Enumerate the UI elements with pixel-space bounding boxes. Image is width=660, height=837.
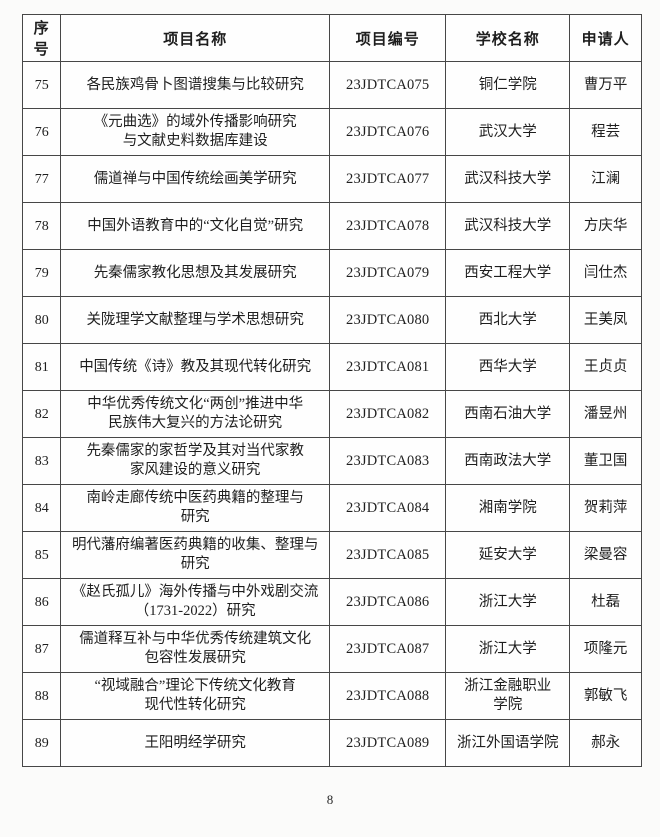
cell-applicant: 董卫国 bbox=[569, 437, 642, 485]
cell-school-name: 西华大学 bbox=[445, 343, 571, 391]
cell-applicant: 梁曼容 bbox=[569, 531, 642, 579]
table-row: 85 明代藩府编著医药典籍的收集、整理与 研究 23JDTCA085 延安大学 … bbox=[21, 531, 642, 579]
cell-school-name: 铜仁学院 bbox=[445, 61, 571, 109]
cell-project-code: 23JDTCA077 bbox=[329, 155, 447, 203]
cell-school-name: 武汉科技大学 bbox=[445, 155, 571, 203]
cell-serial: 84 bbox=[21, 484, 62, 532]
page-number: 8 bbox=[326, 792, 334, 807]
cell-school-name: 延安大学 bbox=[445, 531, 571, 579]
table-row: 79 先秦儒家教化思想及其发展研究 23JDTCA079 西安工程大学 闫仕杰 bbox=[21, 249, 642, 297]
header-project-code: 项目编号 bbox=[329, 14, 447, 62]
cell-project-name: 先秦儒家的家哲学及其对当代家教 家风建设的意义研究 bbox=[60, 437, 331, 485]
cell-school-name: 浙江大学 bbox=[445, 578, 571, 626]
cell-serial: 78 bbox=[21, 202, 62, 250]
cell-applicant: 潘昱州 bbox=[569, 390, 642, 438]
table-row: 84 南岭走廊传统中医药典籍的整理与 研究 23JDTCA084 湘南学院 贺莉… bbox=[21, 484, 642, 532]
table-row: 83 先秦儒家的家哲学及其对当代家教 家风建设的意义研究 23JDTCA083 … bbox=[21, 437, 642, 485]
cell-project-code: 23JDTCA078 bbox=[329, 202, 447, 250]
cell-school-name: 西北大学 bbox=[445, 296, 571, 344]
cell-project-name: 王阳明经学研究 bbox=[60, 719, 331, 767]
cell-serial: 77 bbox=[21, 155, 62, 203]
cell-applicant: 王贞贞 bbox=[569, 343, 642, 391]
cell-project-code: 23JDTCA086 bbox=[329, 578, 447, 626]
cell-school-name: 武汉大学 bbox=[445, 108, 571, 156]
cell-serial: 89 bbox=[21, 719, 62, 767]
cell-serial: 80 bbox=[21, 296, 62, 344]
cell-project-code: 23JDTCA081 bbox=[329, 343, 447, 391]
table-row: 82 中华优秀传统文化“两创”推进中华 民族伟大复兴的方法论研究 23JDTCA… bbox=[21, 390, 642, 438]
header-school-name: 学校名称 bbox=[445, 14, 571, 62]
cell-project-code: 23JDTCA083 bbox=[329, 437, 447, 485]
cell-applicant: 项隆元 bbox=[569, 625, 642, 673]
cell-school-name: 湘南学院 bbox=[445, 484, 571, 532]
cell-project-name: 中华优秀传统文化“两创”推进中华 民族伟大复兴的方法论研究 bbox=[60, 390, 331, 438]
cell-school-name: 西安工程大学 bbox=[445, 249, 571, 297]
cell-applicant: 程芸 bbox=[569, 108, 642, 156]
cell-school-name: 武汉科技大学 bbox=[445, 202, 571, 250]
cell-project-name: 关陇理学文献整理与学术思想研究 bbox=[60, 296, 331, 344]
cell-project-name: 各民族鸡骨卜图谱搜集与比较研究 bbox=[60, 61, 331, 109]
cell-applicant: 闫仕杰 bbox=[569, 249, 642, 297]
cell-serial: 85 bbox=[21, 531, 62, 579]
cell-project-name: 南岭走廊传统中医药典籍的整理与 研究 bbox=[60, 484, 331, 532]
table-row: 78 中国外语教育中的“文化自觉”研究 23JDTCA078 武汉科技大学 方庆… bbox=[21, 202, 642, 250]
header-serial: 序号 bbox=[21, 14, 62, 62]
cell-project-name: 先秦儒家教化思想及其发展研究 bbox=[60, 249, 331, 297]
projects-table: 序号 项目名称 项目编号 学校名称 申请人 75 各民族鸡骨卜图谱搜集与比较研究… bbox=[21, 14, 642, 767]
cell-applicant: 王美凤 bbox=[569, 296, 642, 344]
cell-school-name: 西南政法大学 bbox=[445, 437, 571, 485]
cell-project-code: 23JDTCA080 bbox=[329, 296, 447, 344]
table-row: 86 《赵氏孤儿》海外传播与中外戏剧交流 （1731-2022）研究 23JDT… bbox=[21, 578, 642, 626]
cell-applicant: 贺莉萍 bbox=[569, 484, 642, 532]
cell-school-name: 浙江大学 bbox=[445, 625, 571, 673]
cell-project-code: 23JDTCA075 bbox=[329, 61, 447, 109]
table-row: 89 王阳明经学研究 23JDTCA089 浙江外国语学院 郝永 bbox=[21, 719, 642, 767]
cell-applicant: 曹万平 bbox=[569, 61, 642, 109]
cell-project-code: 23JDTCA089 bbox=[329, 719, 447, 767]
cell-applicant: 方庆华 bbox=[569, 202, 642, 250]
cell-project-name: 《元曲选》的域外传播影响研究 与文献史料数据库建设 bbox=[60, 108, 331, 156]
cell-project-name: 儒道禅与中国传统绘画美学研究 bbox=[60, 155, 331, 203]
cell-serial: 88 bbox=[21, 672, 62, 720]
cell-project-name: 明代藩府编著医药典籍的收集、整理与 研究 bbox=[60, 531, 331, 579]
table-row: 77 儒道禅与中国传统绘画美学研究 23JDTCA077 武汉科技大学 江澜 bbox=[21, 155, 642, 203]
cell-project-name: 中国传统《诗》教及其现代转化研究 bbox=[60, 343, 331, 391]
table-row: 88 “视域融合”理论下传统文化教育 现代性转化研究 23JDTCA088 浙江… bbox=[21, 672, 642, 720]
cell-serial: 81 bbox=[21, 343, 62, 391]
header-applicant: 申请人 bbox=[569, 14, 642, 62]
cell-applicant: 郭敏飞 bbox=[569, 672, 642, 720]
header-row: 序号 项目名称 项目编号 学校名称 申请人 bbox=[21, 14, 642, 62]
cell-project-code: 23JDTCA087 bbox=[329, 625, 447, 673]
cell-project-name: 中国外语教育中的“文化自觉”研究 bbox=[60, 202, 331, 250]
cell-project-name: 儒道释互补与中华优秀传统建筑文化 包容性发展研究 bbox=[60, 625, 331, 673]
table-row: 81 中国传统《诗》教及其现代转化研究 23JDTCA081 西华大学 王贞贞 bbox=[21, 343, 642, 391]
cell-applicant: 江澜 bbox=[569, 155, 642, 203]
cell-project-code: 23JDTCA076 bbox=[329, 108, 447, 156]
table-row: 75 各民族鸡骨卜图谱搜集与比较研究 23JDTCA075 铜仁学院 曹万平 bbox=[21, 61, 642, 109]
table-row: 87 儒道释互补与中华优秀传统建筑文化 包容性发展研究 23JDTCA087 浙… bbox=[21, 625, 642, 673]
cell-school-name: 浙江外国语学院 bbox=[445, 719, 571, 767]
cell-project-name: 《赵氏孤儿》海外传播与中外戏剧交流 （1731-2022）研究 bbox=[60, 578, 331, 626]
cell-project-code: 23JDTCA084 bbox=[329, 484, 447, 532]
cell-serial: 82 bbox=[21, 390, 62, 438]
cell-serial: 86 bbox=[21, 578, 62, 626]
cell-project-code: 23JDTCA085 bbox=[329, 531, 447, 579]
cell-serial: 79 bbox=[21, 249, 62, 297]
cell-project-name: “视域融合”理论下传统文化教育 现代性转化研究 bbox=[60, 672, 331, 720]
cell-applicant: 杜磊 bbox=[569, 578, 642, 626]
cell-serial: 76 bbox=[21, 108, 62, 156]
header-project-name: 项目名称 bbox=[60, 14, 331, 62]
cell-applicant: 郝永 bbox=[569, 719, 642, 767]
cell-project-code: 23JDTCA088 bbox=[329, 672, 447, 720]
table-row: 80 关陇理学文献整理与学术思想研究 23JDTCA080 西北大学 王美凤 bbox=[21, 296, 642, 344]
cell-serial: 87 bbox=[21, 625, 62, 673]
table-row: 76 《元曲选》的域外传播影响研究 与文献史料数据库建设 23JDTCA076 … bbox=[21, 108, 642, 156]
cell-project-code: 23JDTCA082 bbox=[329, 390, 447, 438]
cell-school-name: 浙江金融职业 学院 bbox=[445, 672, 571, 720]
cell-serial: 75 bbox=[21, 61, 62, 109]
cell-serial: 83 bbox=[21, 437, 62, 485]
cell-school-name: 西南石油大学 bbox=[445, 390, 571, 438]
cell-project-code: 23JDTCA079 bbox=[329, 249, 447, 297]
table-body: 75 各民族鸡骨卜图谱搜集与比较研究 23JDTCA075 铜仁学院 曹万平 7… bbox=[21, 61, 642, 767]
